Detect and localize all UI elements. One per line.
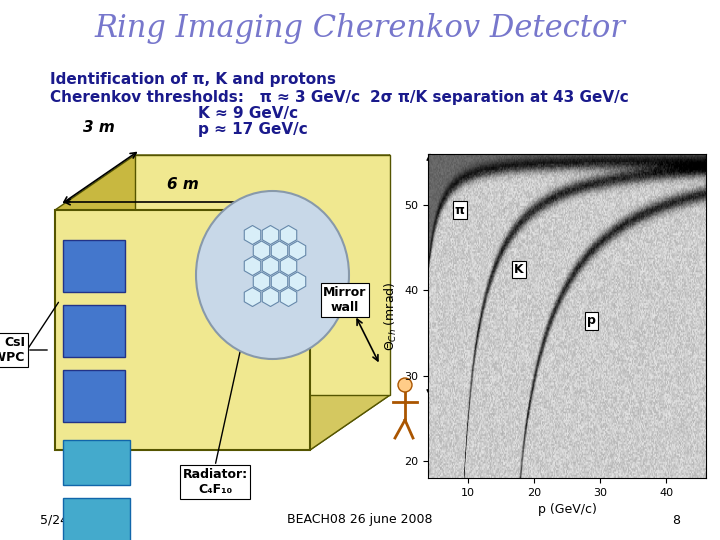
Polygon shape <box>253 241 270 260</box>
Text: K: K <box>514 264 524 276</box>
Text: K ≈ 9 GeV/c: K ≈ 9 GeV/c <box>198 106 298 121</box>
Polygon shape <box>63 240 125 292</box>
Text: BEACH08 26 june 2008: BEACH08 26 june 2008 <box>287 514 433 526</box>
Polygon shape <box>55 395 390 450</box>
Text: 8: 8 <box>672 514 680 526</box>
Text: 3 m: 3 m <box>84 120 115 135</box>
Polygon shape <box>289 272 306 291</box>
Polygon shape <box>63 498 130 540</box>
Polygon shape <box>262 226 279 245</box>
Polygon shape <box>63 370 125 422</box>
Polygon shape <box>289 241 306 260</box>
Text: p ≈ 17 GeV/c: p ≈ 17 GeV/c <box>198 122 307 137</box>
Text: Ring Imaging Cherenkov Detector: Ring Imaging Cherenkov Detector <box>94 12 626 44</box>
Polygon shape <box>63 305 125 357</box>
Circle shape <box>398 378 412 392</box>
Polygon shape <box>262 256 279 275</box>
Polygon shape <box>262 287 279 307</box>
Polygon shape <box>63 440 130 485</box>
Text: Identification of π, K and protons: Identification of π, K and protons <box>50 72 336 87</box>
X-axis label: p (GeV/c): p (GeV/c) <box>538 503 596 516</box>
Polygon shape <box>271 272 288 291</box>
Polygon shape <box>280 287 297 307</box>
Text: 5 m: 5 m <box>435 267 467 282</box>
Polygon shape <box>244 226 261 245</box>
Polygon shape <box>55 210 310 450</box>
Polygon shape <box>244 287 261 307</box>
Polygon shape <box>253 272 270 291</box>
Polygon shape <box>280 256 297 275</box>
Text: Radiator:
C₄F₁₀: Radiator: C₄F₁₀ <box>182 468 248 496</box>
Polygon shape <box>280 226 297 245</box>
Text: 6 m: 6 m <box>166 177 199 192</box>
Polygon shape <box>55 155 390 210</box>
Polygon shape <box>310 155 390 450</box>
Text: Cherenkov thresholds:   π ≈ 3 GeV/c: Cherenkov thresholds: π ≈ 3 GeV/c <box>50 90 360 105</box>
Text: 2σ π/K separation at 43 GeV/c: 2σ π/K separation at 43 GeV/c <box>370 90 629 105</box>
Text: CsI
MWPC: CsI MWPC <box>0 336 25 364</box>
Text: π: π <box>455 204 464 217</box>
Text: 5/24/2021: 5/24/2021 <box>40 514 104 526</box>
Polygon shape <box>244 256 261 275</box>
Y-axis label: $\Theta_{Ch}$ (mrad): $\Theta_{Ch}$ (mrad) <box>383 281 399 350</box>
Ellipse shape <box>196 191 349 359</box>
Polygon shape <box>135 155 390 395</box>
Text: Mirror
wall: Mirror wall <box>323 286 366 314</box>
Polygon shape <box>271 241 288 260</box>
Text: p: p <box>587 314 595 327</box>
